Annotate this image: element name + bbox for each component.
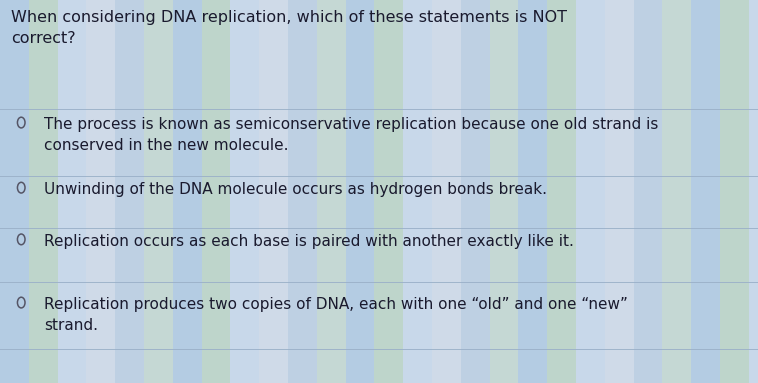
Bar	[662, 0, 691, 383]
Bar	[202, 0, 230, 383]
Bar	[576, 0, 605, 383]
Bar	[691, 0, 720, 383]
Bar	[58, 0, 86, 383]
Bar	[490, 0, 518, 383]
Bar	[720, 0, 749, 383]
Bar	[346, 0, 374, 383]
Text: Replication produces two copies of DNA, each with one “old” and one “new”
strand: Replication produces two copies of DNA, …	[44, 297, 628, 333]
Text: Replication occurs as each base is paired with another exactly like it.: Replication occurs as each base is paire…	[44, 234, 574, 249]
Bar	[144, 0, 173, 383]
Bar	[86, 0, 115, 383]
Bar	[403, 0, 432, 383]
Bar	[547, 0, 576, 383]
Bar	[115, 0, 144, 383]
Bar	[605, 0, 634, 383]
Bar	[518, 0, 547, 383]
Bar	[461, 0, 490, 383]
Text: Unwinding of the DNA molecule occurs as hydrogen bonds break.: Unwinding of the DNA molecule occurs as …	[44, 182, 547, 197]
Text: When considering DNA replication, which of these statements is NOT
correct?: When considering DNA replication, which …	[11, 10, 568, 46]
Bar	[288, 0, 317, 383]
Bar	[0, 0, 29, 383]
Bar	[230, 0, 259, 383]
Text: The process is known as semiconservative replication because one old strand is
c: The process is known as semiconservative…	[44, 117, 659, 153]
Bar	[374, 0, 403, 383]
Bar	[749, 0, 758, 383]
Bar	[259, 0, 288, 383]
Bar	[634, 0, 662, 383]
Bar	[173, 0, 202, 383]
Bar	[317, 0, 346, 383]
Bar	[29, 0, 58, 383]
Bar	[432, 0, 461, 383]
